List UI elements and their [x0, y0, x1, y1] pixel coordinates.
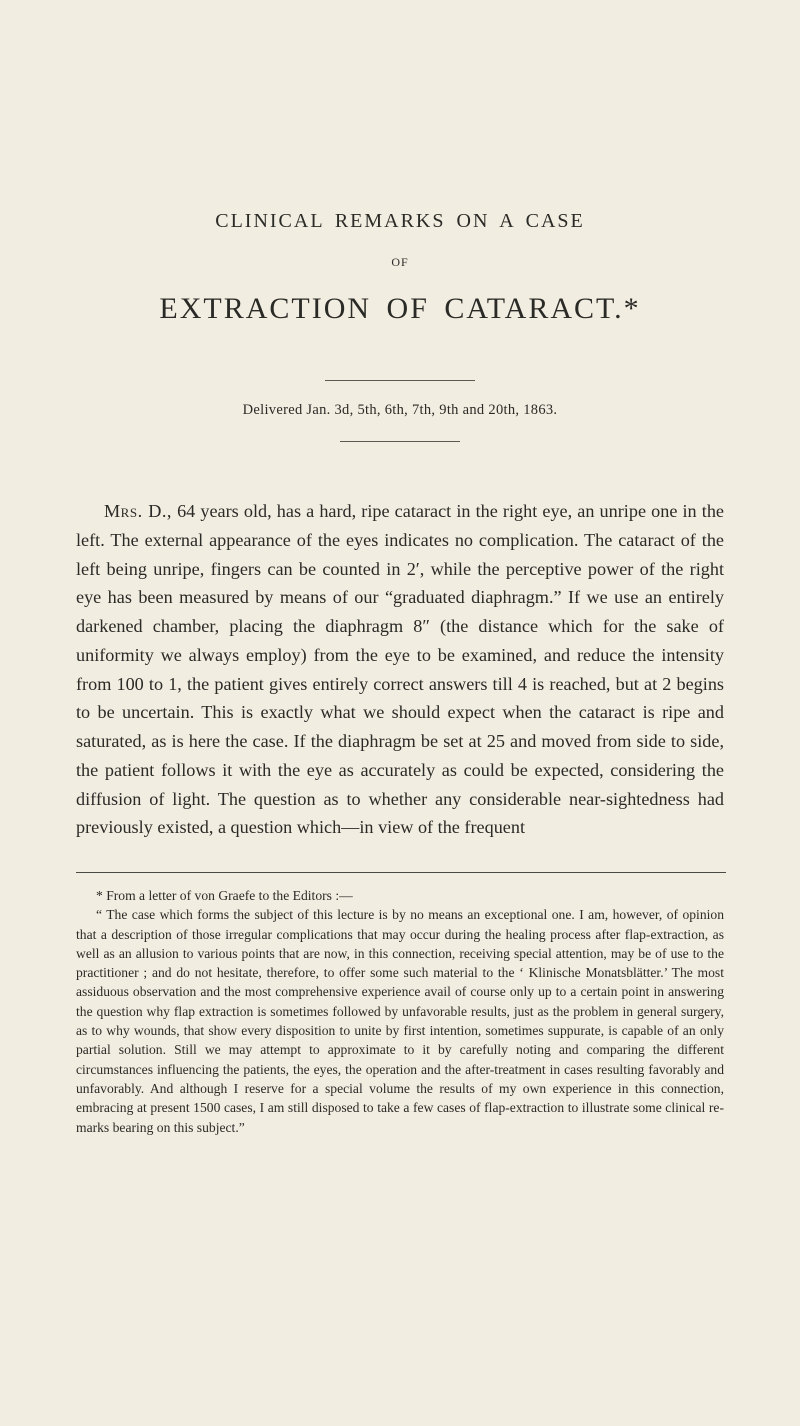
horizontal-rule	[325, 380, 475, 381]
body-paragraph: Mrs. D., 64 years old, has a hard, ripe …	[76, 497, 724, 842]
body-text-run: 64 years old, has a hard, ripe cataract …	[76, 501, 724, 837]
footnote-line-1: * From a letter of von Graefe to the Edi…	[76, 886, 724, 905]
footnote-rule-wrap	[76, 860, 724, 878]
rule-top-wrap	[76, 368, 724, 386]
footnote-rule	[76, 872, 726, 873]
footnote-text-2: “ The case which forms the subject of th…	[76, 907, 724, 1134]
delivered-line: Delivered Jan. 3d, 5th, 6th, 7th, 9th an…	[76, 402, 724, 419]
footnote-line-2: “ The case which forms the subject of th…	[76, 905, 724, 1137]
title-of: OF	[76, 255, 724, 270]
rule-under-delivered-wrap	[76, 429, 724, 447]
footnote-block: * From a letter of von Graefe to the Edi…	[76, 886, 724, 1137]
horizontal-rule-small	[340, 441, 460, 442]
footnote-text-1: * From a letter of von Graefe to the Edi…	[96, 888, 353, 903]
title-block: CLINICAL REMARKS ON A CASE OF EXTRACTION…	[76, 210, 724, 326]
body-lead-smallcaps: Mrs. D.,	[104, 501, 172, 521]
title-main: EXTRACTION OF CATARACT.*	[76, 292, 724, 326]
title-line-1: CLINICAL REMARKS ON A CASE	[76, 210, 724, 233]
